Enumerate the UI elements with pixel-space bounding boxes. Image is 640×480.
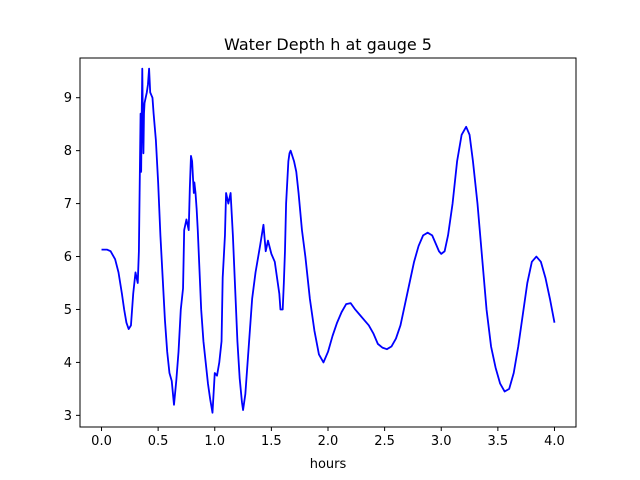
y-axis: 3 4 5 6 7 8 9 [64,91,80,424]
y-tick-label: 5 [64,303,72,318]
x-tick-label: 3.0 [431,434,452,449]
x-tick-label: 2.0 [318,434,339,449]
x-tick-label: 1.5 [261,434,282,449]
y-tick-label: 7 [64,197,72,212]
y-tick-label: 6 [64,250,72,265]
y-tick-label: 9 [64,91,72,106]
series-group [101,67,556,414]
x-axis: 0.0 0.5 1.0 1.5 2.0 2.5 3.0 3.5 4.0 [91,427,565,449]
x-tick-label: 4.0 [544,434,565,449]
chart-title: Water Depth h at gauge 5 [224,35,432,54]
plot-area: 0.0 0.5 1.0 1.5 2.0 2.5 3.0 3.5 4.0 3 4 5 6 7 8 9 [64,57,577,449]
series-line-0 [101,67,556,414]
x-tick-label: 0.5 [148,434,169,449]
y-tick-label: 8 [64,144,72,159]
x-tick-label: 2.5 [374,434,395,449]
y-tick-label: 4 [64,356,72,371]
x-tick-label: 0.0 [91,434,112,449]
x-axis-label: hours [310,457,347,472]
plot-background [80,58,576,427]
x-tick-label: 3.5 [488,434,509,449]
x-tick-label: 1.0 [204,434,225,449]
y-tick-label: 3 [64,409,72,424]
plot-frame [79,57,577,428]
